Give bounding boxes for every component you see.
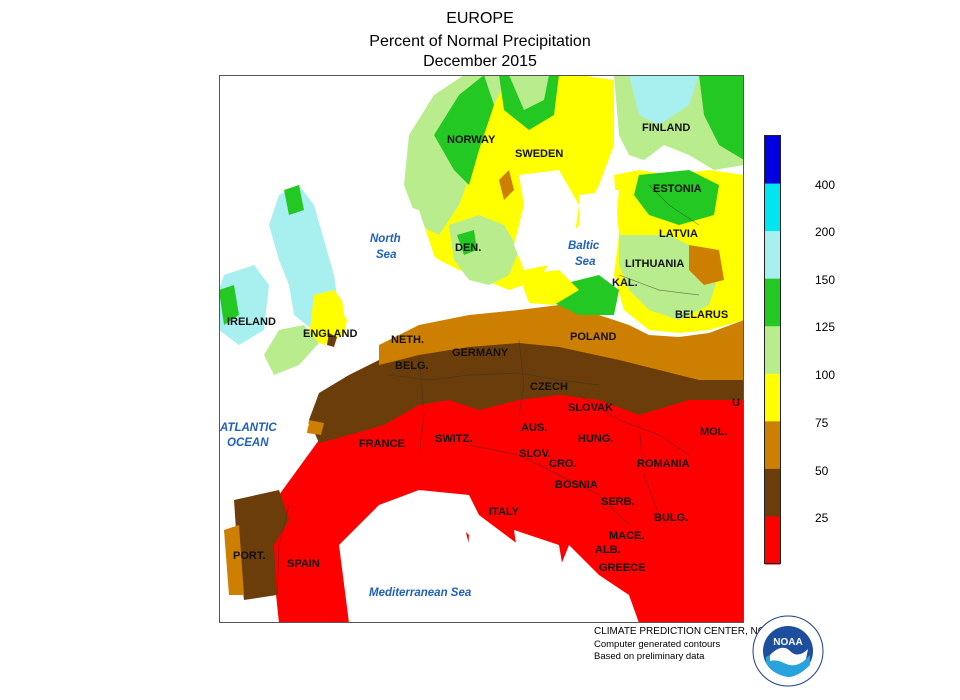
label-latvia: LATVIA bbox=[659, 228, 698, 240]
label-den: DEN. bbox=[455, 242, 481, 254]
label-italy: ITALY bbox=[489, 506, 520, 518]
label-neth: NETH. bbox=[391, 334, 424, 346]
label-kal: KAL. bbox=[612, 277, 638, 289]
label-slov: SLOV. bbox=[519, 448, 551, 460]
land-brown-zone bbox=[234, 340, 744, 600]
legend-swatch bbox=[765, 516, 780, 565]
label-mol: MOL. bbox=[700, 426, 728, 438]
label-baltic-sea-2: Sea bbox=[575, 256, 596, 268]
label-slovak: SLOVAK bbox=[568, 402, 613, 414]
legend-label-200: 200 bbox=[815, 225, 836, 239]
credit-note: Based on preliminary data bbox=[594, 651, 705, 662]
label-spain: SPAIN bbox=[287, 558, 320, 570]
legend-label-150: 150 bbox=[815, 273, 836, 287]
label-lithuania: LITHUANIA bbox=[625, 258, 684, 270]
label-bulg: BULG. bbox=[654, 512, 688, 524]
label-bosnia: BOSNIA bbox=[555, 479, 598, 491]
label-aus: AUS. bbox=[521, 422, 547, 434]
credit-method: Computer generated contours bbox=[594, 639, 721, 650]
precipitation-map: NORWAY SWEDEN FINLAND ESTONIA LATVIA LIT… bbox=[219, 75, 744, 623]
label-estonia: ESTONIA bbox=[653, 183, 702, 195]
label-norway: NORWAY bbox=[447, 134, 496, 146]
legend-swatch bbox=[765, 183, 780, 232]
label-czech: CZECH bbox=[530, 381, 568, 393]
noaa-logo: NOAA bbox=[752, 615, 824, 687]
legend-label-75: 75 bbox=[815, 416, 829, 430]
label-sweden: SWEDEN bbox=[515, 148, 563, 160]
label-atlantic-1: ATLANTIC bbox=[219, 422, 277, 434]
legend-swatch bbox=[765, 278, 780, 327]
label-romania: ROMANIA bbox=[637, 458, 690, 470]
label-france: FRANCE bbox=[359, 438, 405, 450]
legend-swatch bbox=[765, 373, 780, 422]
label-belarus: BELARUS bbox=[675, 309, 728, 321]
label-alb: ALB. bbox=[595, 544, 621, 556]
legend-swatch bbox=[765, 468, 780, 517]
label-switz: SWITZ. bbox=[435, 433, 472, 445]
british-isles bbox=[219, 185, 349, 375]
legend-swatch bbox=[765, 326, 780, 375]
legend-swatch bbox=[765, 136, 780, 185]
land-red-zone bbox=[239, 390, 744, 623]
map-title: EUROPE bbox=[446, 10, 514, 27]
credit-source: CLIMATE PREDICTION CENTER, NOAA bbox=[594, 626, 779, 637]
country-borders bbox=[276, 184, 700, 596]
legend-swatch bbox=[765, 421, 780, 470]
legend-label-400: 400 bbox=[815, 178, 836, 192]
label-mediterranean: Mediterranean Sea bbox=[369, 587, 472, 599]
legend-label-50: 50 bbox=[815, 464, 829, 478]
label-greece: GREECE bbox=[599, 562, 645, 574]
legend-swatch bbox=[765, 231, 780, 280]
label-port: PORT. bbox=[233, 550, 265, 562]
label-mace: MACE. bbox=[609, 530, 644, 542]
label-uk-edge: U bbox=[732, 397, 740, 409]
legend-label-100: 100 bbox=[815, 368, 836, 382]
water bbox=[219, 170, 619, 623]
label-north-sea-2: Sea bbox=[376, 249, 397, 261]
map-subtitle: Percent of Normal Precipitation bbox=[369, 33, 591, 50]
label-finland: FINLAND bbox=[642, 122, 690, 134]
denmark-region bbox=[449, 215, 579, 305]
label-hung: HUNG. bbox=[578, 433, 613, 445]
map-date: December 2015 bbox=[423, 53, 537, 70]
legend-label-125: 125 bbox=[815, 320, 836, 334]
svg-text:NOAA: NOAA bbox=[773, 637, 802, 648]
label-belg: BELG. bbox=[395, 360, 429, 372]
color-legend bbox=[764, 135, 781, 565]
label-baltic-sea-1: Baltic bbox=[568, 240, 600, 252]
legend-label-25: 25 bbox=[815, 511, 829, 525]
label-england: ENGLAND bbox=[303, 328, 357, 340]
label-ireland: IRELAND bbox=[227, 316, 276, 328]
label-north-sea-1: North bbox=[370, 233, 401, 245]
label-serb: SERB. bbox=[601, 496, 635, 508]
land-orange-zone bbox=[224, 305, 744, 595]
label-atlantic-2: OCEAN bbox=[227, 437, 269, 449]
label-poland: POLAND bbox=[570, 331, 617, 343]
label-cro: CRO. bbox=[549, 458, 577, 470]
baltic-states bbox=[554, 75, 744, 333]
label-germany: GERMANY bbox=[452, 347, 509, 359]
